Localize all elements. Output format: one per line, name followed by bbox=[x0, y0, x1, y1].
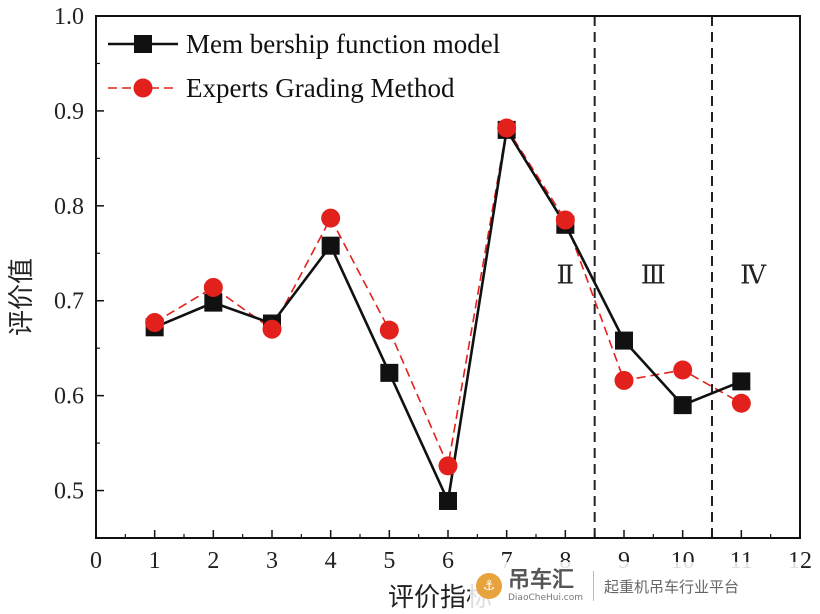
legend-label-2: Experts Grading Method bbox=[186, 73, 455, 103]
series-2-point-1 bbox=[145, 313, 165, 333]
y-tick-label-1: 0.6 bbox=[54, 384, 84, 410]
series-2-point-3 bbox=[262, 319, 282, 339]
x-tick-label-6: 6 bbox=[442, 548, 454, 574]
series-1-point-6 bbox=[439, 491, 457, 510]
region-label-1: Ⅱ bbox=[556, 261, 574, 290]
y-axis-title: 评价值 bbox=[7, 258, 37, 336]
region-label-2: Ⅲ bbox=[641, 261, 666, 290]
x-tick-label-3: 3 bbox=[266, 548, 278, 574]
region-dividers: Ⅱ Ⅲ Ⅳ bbox=[556, 16, 767, 538]
crane-hook-icon: ⚓ bbox=[476, 573, 502, 599]
x-tick-label-5: 5 bbox=[383, 548, 395, 574]
x-tick-label-1: 1 bbox=[149, 548, 161, 574]
watermark-divider bbox=[593, 571, 595, 601]
series-line-1 bbox=[154, 126, 742, 506]
legend-marker-1 bbox=[134, 35, 152, 53]
y-tick-label-0: 0.5 bbox=[54, 479, 84, 505]
series-2-point-6 bbox=[438, 456, 458, 476]
legend-marker-2 bbox=[133, 78, 153, 98]
legend: Mem bership function model Experts Gradin… bbox=[108, 29, 500, 103]
watermark-slogan: 起重机吊车行业平台 bbox=[604, 577, 740, 596]
legend-label-1: Mem bership function model bbox=[186, 29, 500, 59]
series-1-point-11 bbox=[732, 372, 751, 391]
y-tick-label-5: 1.0 bbox=[54, 4, 84, 30]
watermark-name: 吊车汇 bbox=[508, 567, 575, 593]
watermark: ⚓ 吊车汇 DiaoCheHui.com 起重机吊车行业平台 bbox=[470, 562, 800, 610]
watermark-url: DiaoCheHui.com bbox=[508, 592, 584, 603]
watermark-brand: 吊车汇 DiaoCheHui.com bbox=[508, 567, 584, 603]
y-tick-label-2: 0.7 bbox=[54, 289, 84, 315]
x-tick-label-4: 4 bbox=[325, 548, 337, 574]
axis-ticks: 0 1 2 3 4 5 6 7 8 9 10 11 120.50.60.70.80.91.0 bbox=[54, 4, 812, 574]
series-line-2 bbox=[154, 125, 742, 469]
x-tick-label-0: 0 bbox=[90, 548, 102, 574]
x-tick-label-2: 2 bbox=[207, 548, 219, 574]
series-2-point-2 bbox=[203, 277, 223, 297]
series-1-point-4 bbox=[321, 236, 340, 255]
series-2-point-4 bbox=[321, 208, 341, 228]
series-layer bbox=[145, 118, 751, 510]
series-2-point-5 bbox=[379, 320, 399, 340]
series-1-point-2 bbox=[204, 293, 223, 312]
series-1-point-9 bbox=[615, 331, 633, 350]
series-1-point-10 bbox=[673, 396, 692, 415]
series-2-point-7 bbox=[497, 118, 517, 138]
series-2-point-11 bbox=[731, 393, 751, 413]
series-2-point-8 bbox=[555, 210, 575, 230]
region-label-3: Ⅳ bbox=[740, 261, 767, 290]
series-1-point-5 bbox=[380, 363, 399, 382]
y-tick-label-4: 0.9 bbox=[54, 99, 84, 125]
series-2-point-9 bbox=[614, 370, 634, 390]
series-2-point-10 bbox=[673, 360, 693, 380]
y-tick-label-3: 0.8 bbox=[54, 194, 84, 220]
